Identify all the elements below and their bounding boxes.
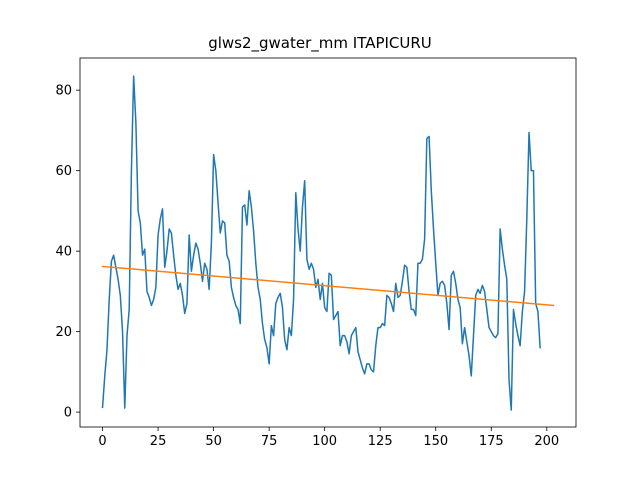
y-tick-label: 80 xyxy=(55,84,72,99)
y-tick-label: 20 xyxy=(55,325,72,340)
x-tick-label: 125 xyxy=(368,434,393,449)
x-tick-label: 175 xyxy=(479,434,504,449)
y-tick-label: 60 xyxy=(55,164,72,179)
axes: 0 25 50 75 100 125 150 175 200 0 20 40 60 80 xyxy=(55,57,577,449)
series-line-gwater xyxy=(101,75,541,411)
x-tick-label: 150 xyxy=(423,434,448,449)
x-tick-label: 100 xyxy=(312,434,337,449)
x-tick-label: 25 xyxy=(150,434,167,449)
series-line-trend xyxy=(101,265,555,307)
axes-frame xyxy=(79,57,577,428)
x-tick-label: 50 xyxy=(205,434,222,449)
x-tick-label: 200 xyxy=(534,434,559,449)
plot-area xyxy=(101,75,555,411)
chart-title: glws2_gwater_mm ITAPICURU xyxy=(208,34,432,53)
x-tick-label: 0 xyxy=(98,434,106,449)
y-tick-label: 0 xyxy=(64,406,72,421)
x-tick-label: 75 xyxy=(261,434,278,449)
y-tick-label: 40 xyxy=(55,245,72,260)
